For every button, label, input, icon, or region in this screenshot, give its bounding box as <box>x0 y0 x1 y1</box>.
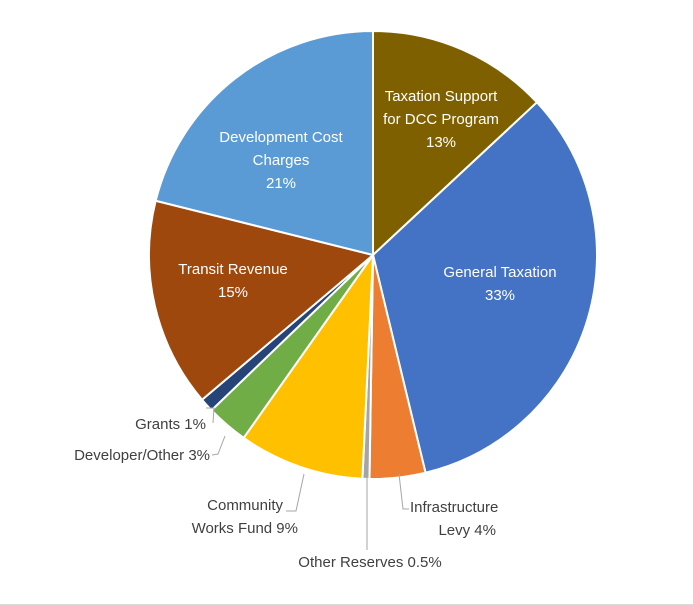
label-general-taxation-pct: 33% <box>485 287 515 304</box>
leader-line-community-works-fund <box>286 473 305 512</box>
label-general-taxation: General Taxation <box>443 264 556 281</box>
pie-slice-taxation-support-for-dcc-program <box>372 30 538 256</box>
pie-slice-development-cost-charges <box>154 30 374 256</box>
label-community-works-fund-line2: Works Fund 9% <box>192 520 298 537</box>
label-developer-other: Developer/Other 3% <box>74 447 210 464</box>
pie-slice-transit-revenue <box>148 199 374 401</box>
pie-slice-general-taxation <box>372 101 598 474</box>
pie-slices <box>148 30 598 480</box>
label-transit-revenue-pct: 15% <box>218 284 248 301</box>
label-other-reserves: Other Reserves 0.5% <box>298 554 441 571</box>
label-transit-revenue: Transit Revenue <box>178 261 288 278</box>
label-development-cost-charges-line2: Charges <box>253 152 310 169</box>
leader-line-grants <box>206 407 215 424</box>
leader-lines <box>206 407 409 550</box>
label-development-cost-charges-pct: 21% <box>266 175 296 192</box>
label-community-works-fund-line1: Community <box>207 497 283 514</box>
label-grants: Grants 1% <box>135 416 206 433</box>
leader-line-infrastructure-levy <box>398 473 409 510</box>
leader-line-developer-other <box>211 435 226 456</box>
slice-labels: Taxation Support for DCC Program 13% Gen… <box>74 88 556 571</box>
label-taxation-support-pct: 13% <box>426 134 456 151</box>
label-taxation-support-line2: for DCC Program <box>383 111 499 128</box>
label-infrastructure-levy-line1: Infrastructure <box>410 499 498 516</box>
label-infrastructure-levy-line2: Levy 4% <box>438 522 496 539</box>
label-taxation-support-line1: Taxation Support <box>385 88 498 105</box>
pie-slice-community-works-fund <box>242 254 374 480</box>
label-development-cost-charges-line1: Development Cost <box>219 129 343 146</box>
